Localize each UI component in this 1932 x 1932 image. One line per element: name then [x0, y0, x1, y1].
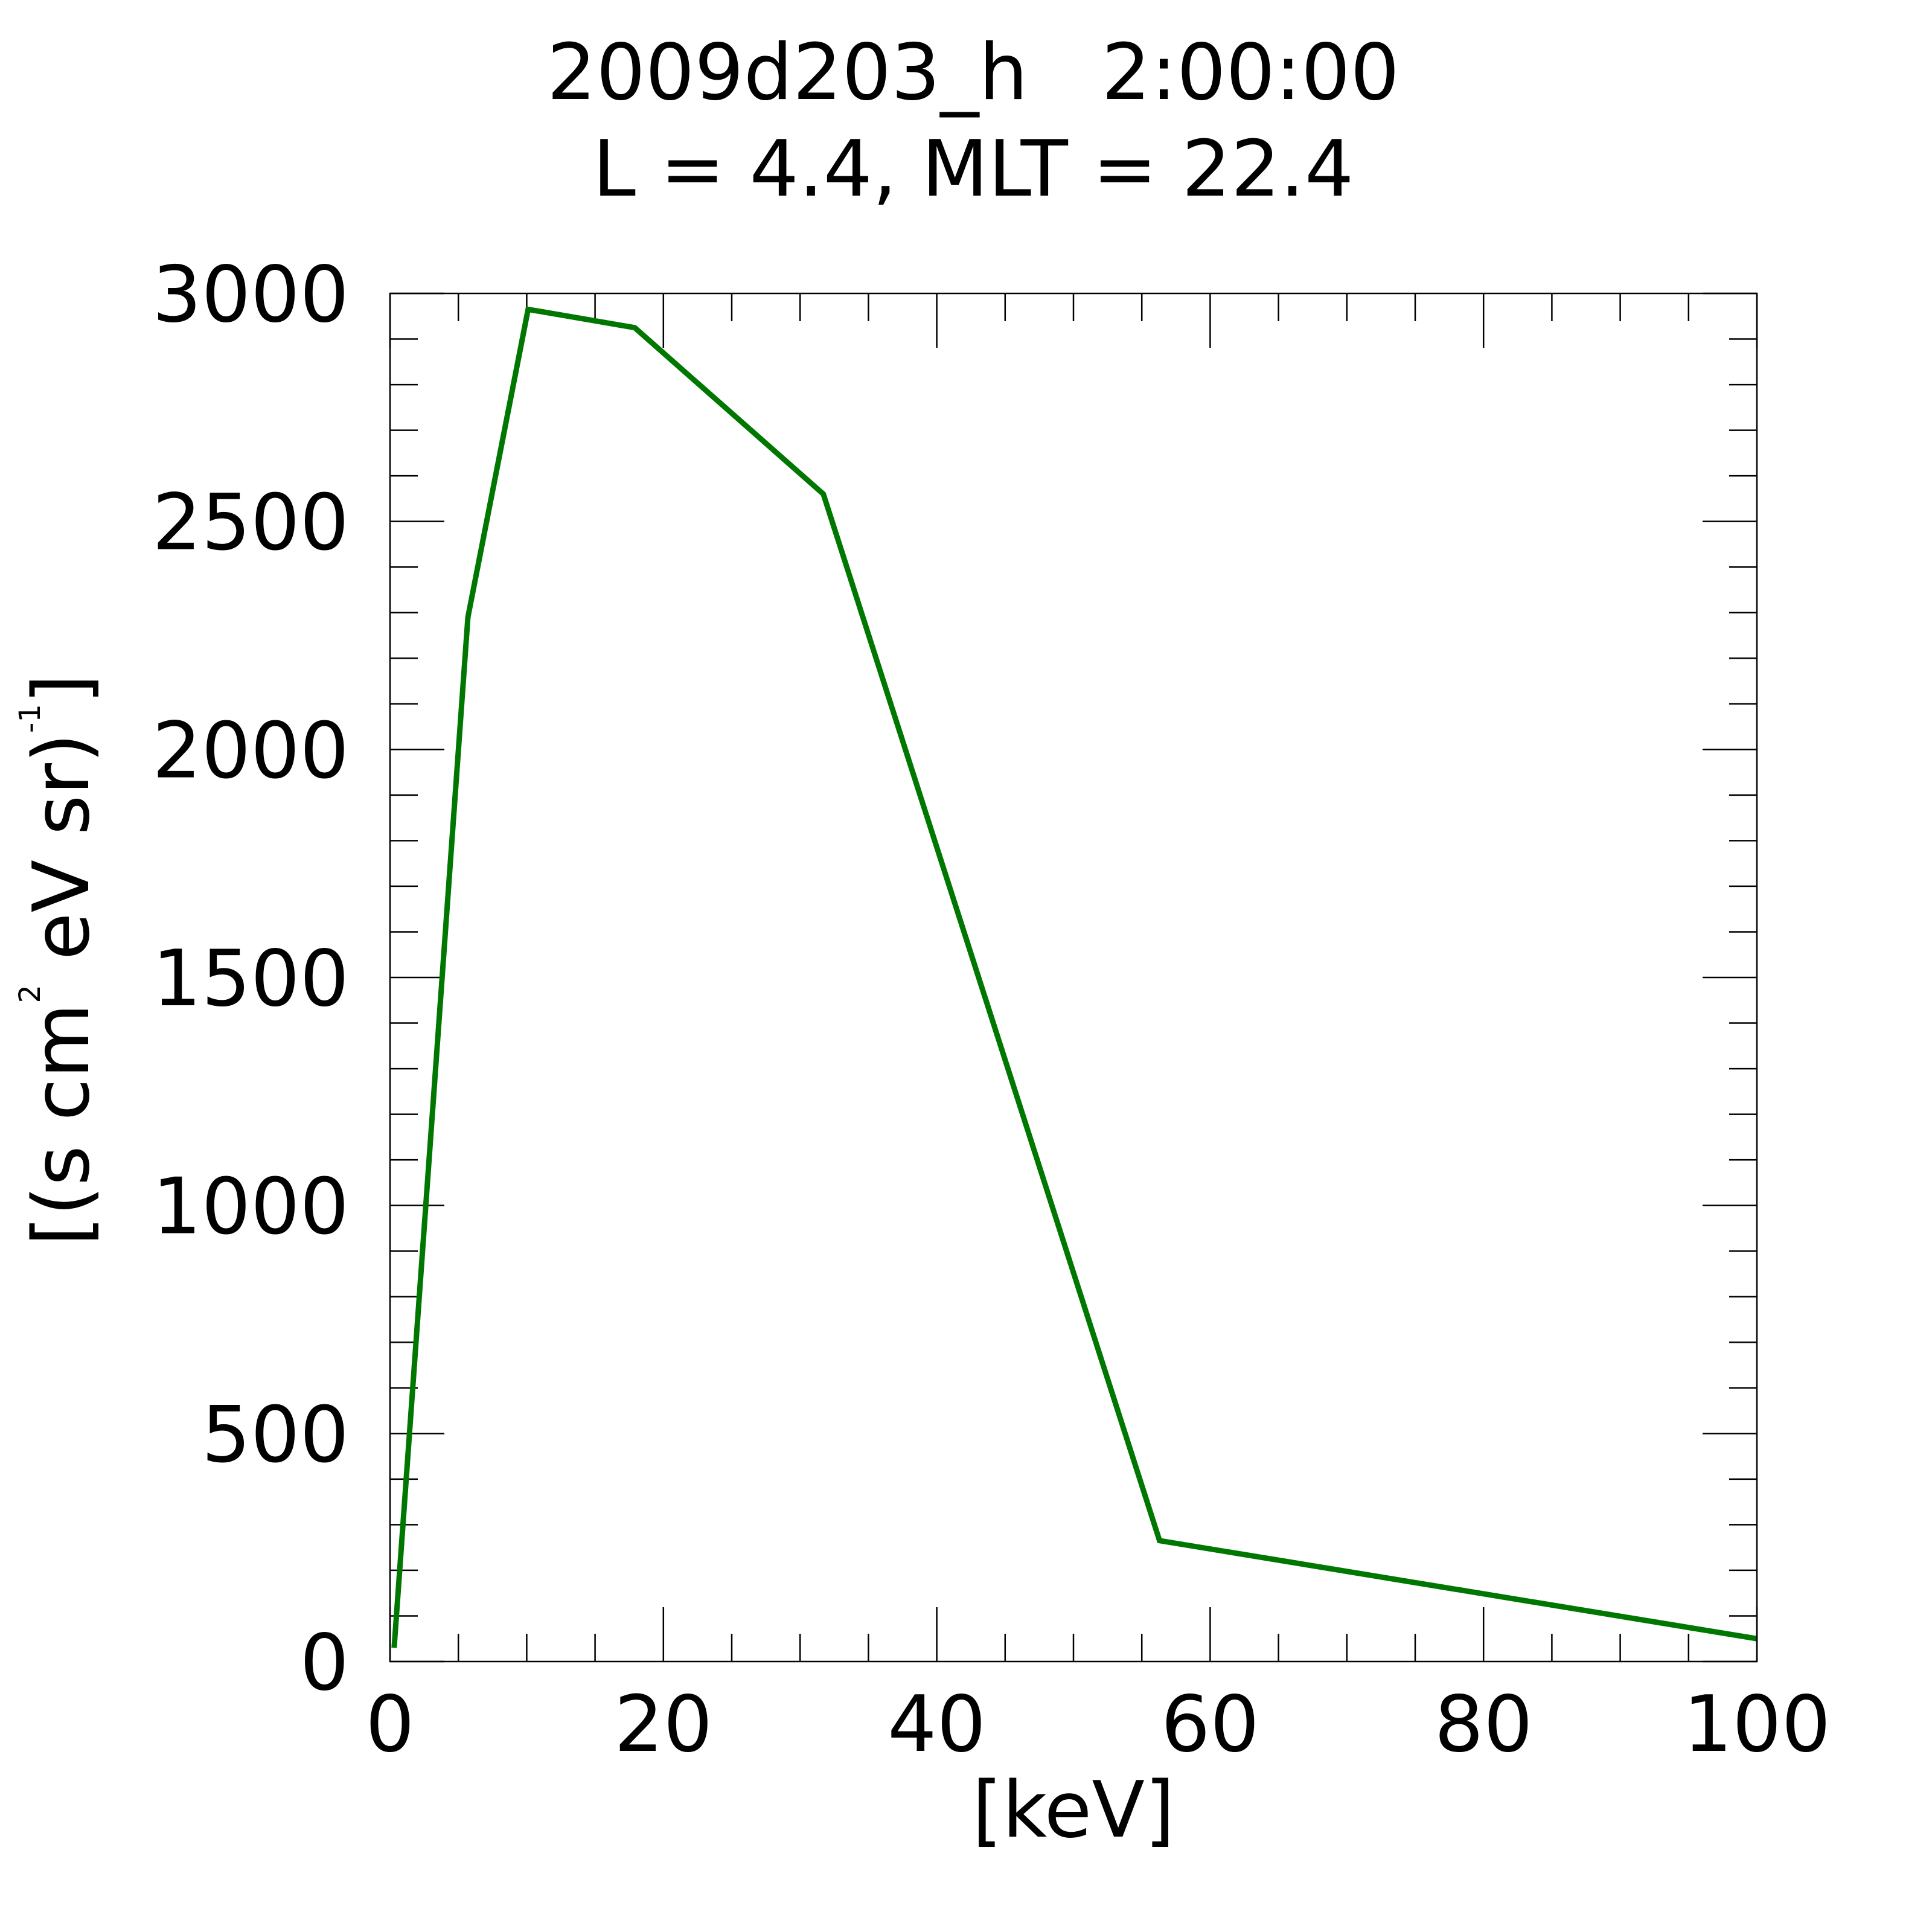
y-tick-label: 1500 [152, 934, 349, 1024]
y-axis-label-part2: eV sr) [17, 733, 107, 985]
y-tick-label: 2000 [152, 706, 349, 796]
x-tick-label: 60 [1161, 1680, 1259, 1770]
chart-title-line2: L = 4.4, MLT = 22.4 [593, 124, 1354, 214]
x-tick-label: 40 [888, 1680, 986, 1770]
y-axis-label-sup2: -1 [13, 704, 47, 733]
y-tick-labels: 0 500 1000 1500 2000 2500 3000 [152, 250, 349, 1708]
x-tick-label: 80 [1435, 1680, 1533, 1770]
y-axis-label-sup1: 2 [13, 985, 47, 1003]
series-line [391, 306, 1758, 1648]
y-axis-label: [(s cm2 eV sr)-1] [13, 674, 107, 1246]
y-tick-label: 1000 [152, 1162, 349, 1252]
x-tick-labels: 0 20 40 60 80 100 [365, 1680, 1831, 1770]
y-tick-label: 0 [300, 1618, 349, 1708]
x-axis-label: [keV] [972, 1765, 1175, 1855]
x-tick-label: 100 [1683, 1680, 1831, 1770]
y-tick-label: 3000 [152, 250, 349, 340]
plot-frame [389, 292, 1758, 1663]
y-tick-label: 500 [202, 1390, 349, 1480]
axis-ticks [389, 292, 1758, 1663]
y-axis-label-part1: [(s cm [17, 1003, 107, 1246]
chart-title-line1: 2009d203_h 2:00:00 [547, 28, 1399, 118]
x-tick-label: 20 [614, 1680, 712, 1770]
x-tick-label: 0 [365, 1680, 414, 1770]
y-axis-label-part3: ] [17, 674, 107, 704]
series-layer [391, 306, 1758, 1648]
y-tick-label: 2500 [152, 478, 349, 568]
